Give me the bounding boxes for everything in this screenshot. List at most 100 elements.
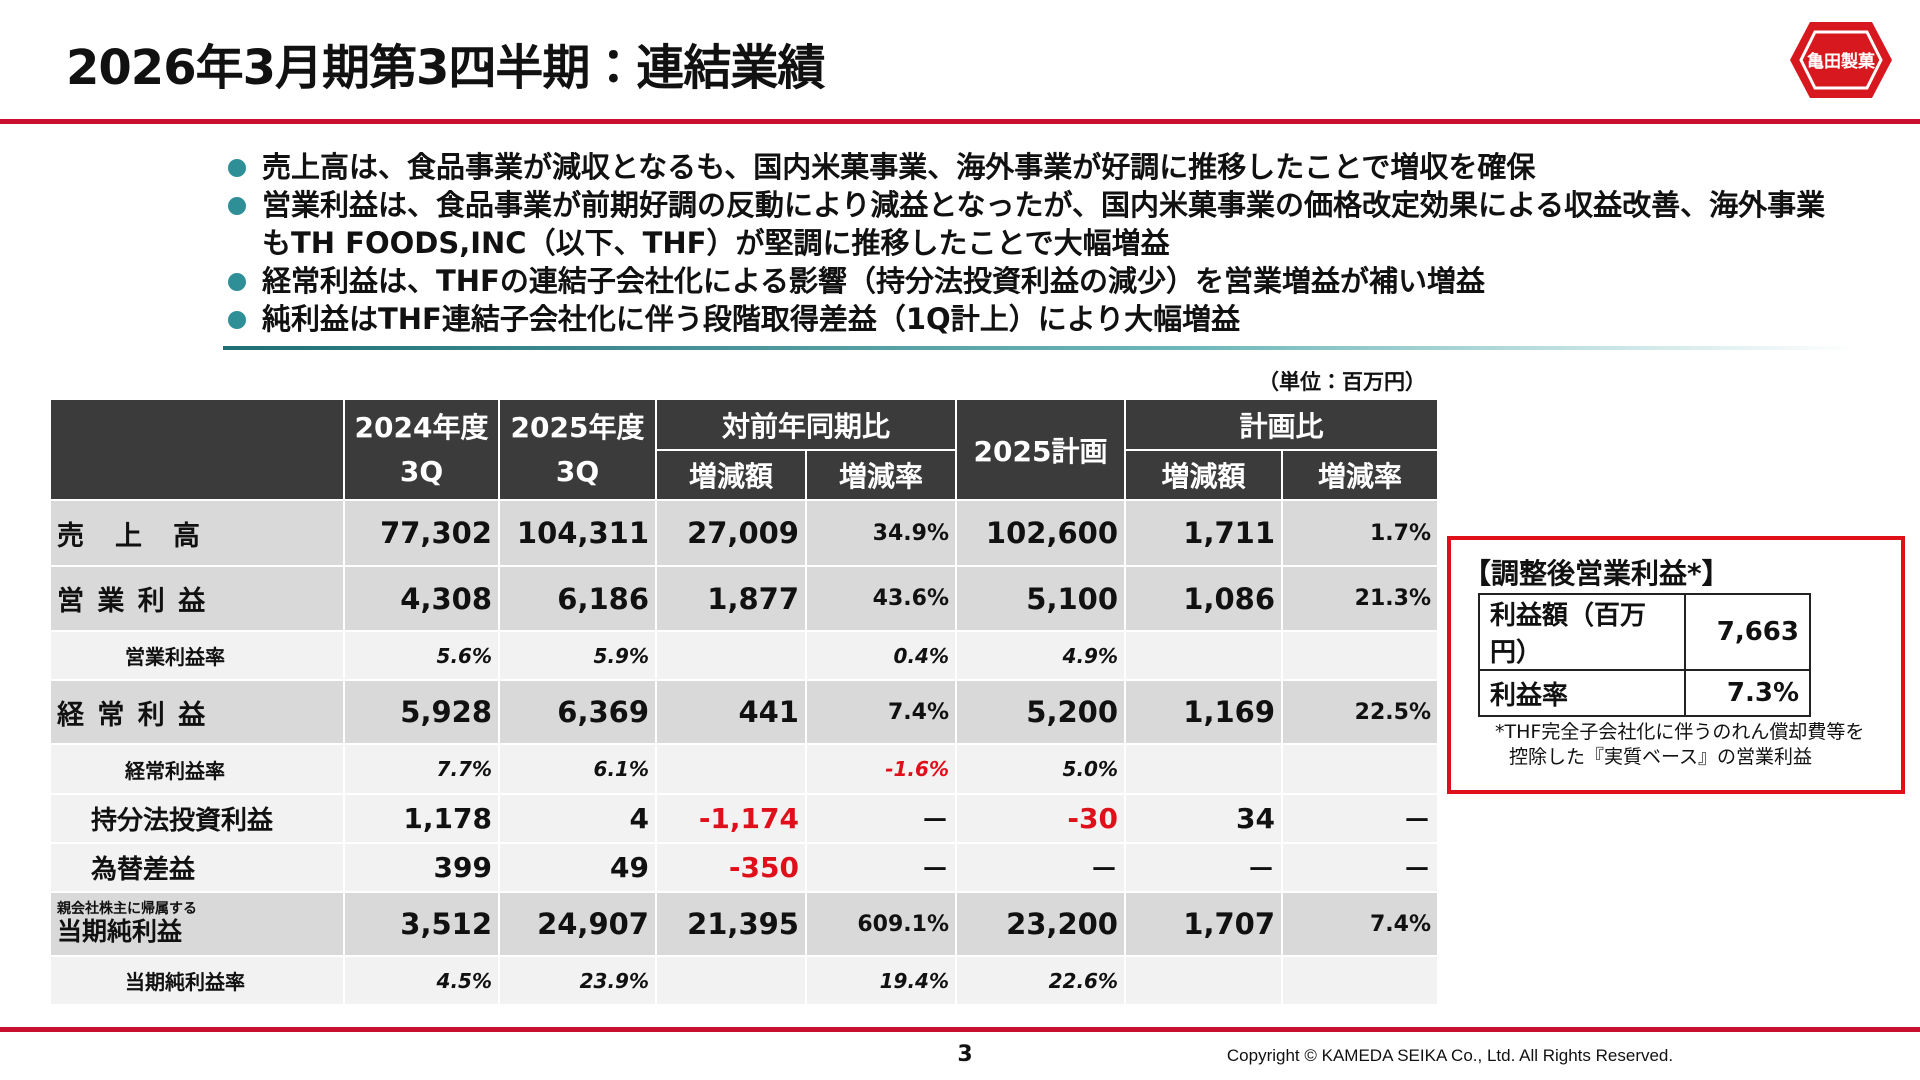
table-row: 当期純利益率 4.5% 23.9% 19.4% 22.6% [49,955,1439,1006]
table-cell [655,743,807,795]
table-cell: 43.6% [805,565,957,632]
table-cell: 6,186 [498,565,657,632]
header-cell: 増減率 [805,449,957,501]
table-cell: － [805,842,957,893]
table-cell: 1.7% [1281,499,1439,567]
table-cell: 5.9% [498,630,657,681]
box-value: 7.3% [1684,669,1811,717]
table-cell: 4,308 [343,565,500,632]
table-row: 経 常 利 益 5,928 6,369 441 7.4% 5,200 1,169 22.5% [49,679,1439,745]
header-cell: 増減額 [1124,449,1283,501]
row-label-note: 親会社株主に帰属する [57,901,197,917]
table-row: 売 上 高 77,302 104,311 27,009 34.9% 102,600 1,71… [49,499,1439,567]
table-row: 親会社株主に帰属する 当期純利益 3,512 24,907 21,395 609.1% 23… [49,891,1439,957]
header-cell: 2025計画 [955,398,1126,501]
row-label: 当期純利益率 [49,955,345,1006]
logo-shape [1790,22,1892,98]
table-cell: 19.4% [805,955,957,1006]
table-cell: 104,311 [498,499,657,567]
table-cell: -1,174 [655,793,807,844]
row-label: 営 業 利 益 [49,565,345,632]
box-label: 利益率 [1478,669,1686,717]
header-cell [49,398,345,501]
table-cell: 0.4% [805,630,957,681]
row-label: 売 上 高 [49,499,345,567]
bullet: 経常利益は、THFの連結子会社化による影響（持分法投資利益の減少）を営業増益が補… [226,262,1826,300]
table-cell: － [1281,793,1439,844]
table-cell [1124,743,1283,795]
logo: 亀田製菓 [1790,22,1892,98]
box-label: 利益額（百万円） [1478,593,1686,671]
table-cell: 7.4% [805,679,957,745]
table-cell: 34 [1124,793,1283,844]
header-cell: 増減額 [655,449,807,501]
adjusted-profit-box: 【調整後営業利益*】 利益額（百万円） 7,663 利益率 7.3% *THF完全子会… [1447,536,1905,794]
bullet: 営業利益は、食品事業が前期好調の反動により減益となったが、国内米菓事業の価格改定… [226,186,1826,262]
row-label: 持分法投資利益 [49,793,345,844]
table-row: 営業利益率 5.6% 5.9% 0.4% 4.9% [49,630,1439,681]
box-value: 7,663 [1684,593,1811,671]
table-cell: 441 [655,679,807,745]
table-cell: 1,707 [1124,891,1283,957]
row-label-text: 営業利益率 [125,645,225,669]
table-cell: 399 [343,842,500,893]
slide-title: 2026年3月期第3四半期：連結業績 [66,40,825,96]
table-row: 持分法投資利益 1,178 4 -1,174 － -30 34 － [49,793,1439,844]
table-cell: － [805,793,957,844]
table-cell [1281,630,1439,681]
table-cell [1124,630,1283,681]
table-cell: 102,600 [955,499,1126,567]
note-line: 控除した『実質ベース』の営業利益 [1509,746,1813,768]
bullet: 売上高は、食品事業が減収となるも、国内米菓事業、海外事業が好調に推移したことで増… [226,148,1826,186]
table-cell [655,955,807,1006]
table-cell: -30 [955,793,1126,844]
row-label-text: 為替差益 [91,855,196,885]
logo-border [1799,30,1883,90]
table-cell [1124,955,1283,1006]
table-cell: 23,200 [955,891,1126,957]
copyright: Copyright © KAMEDA SEIKA Co., Ltd. All R… [1226,1046,1674,1065]
table-cell: 77,302 [343,499,500,567]
header-cell: 対前年同期比 [655,398,957,451]
table-cell [1281,955,1439,1006]
header-text: 2025年度 [510,410,645,444]
table-cell: 1,086 [1124,565,1283,632]
table-cell: 4 [498,793,657,844]
header-text: 3Q [555,454,600,488]
table-cell: 22.5% [1281,679,1439,745]
table-cell: 6,369 [498,679,657,745]
row-label-text: 持分法投資利益 [91,806,274,836]
header-text: 3Q [399,454,444,488]
row-label: 為替差益 [49,842,345,893]
table-cell: 3,512 [343,891,500,957]
table-cell: -1.6% [805,743,957,795]
table-cell: 22.6% [955,955,1126,1006]
table-cell: 7.4% [1281,891,1439,957]
table-cell: － [955,842,1126,893]
row-label: 経常利益率 [49,743,345,795]
table-cell: 49 [498,842,657,893]
table-cell: 5,928 [343,679,500,745]
table-cell: 1,169 [1124,679,1283,745]
box-row: 利益額（百万円） 7,663 [1478,593,1811,671]
box-table: 利益額（百万円） 7,663 利益率 7.3% [1478,593,1811,717]
note-line: *THF完全子会社化に伴うのれん償却費等を [1495,721,1865,743]
table-cell: 1,711 [1124,499,1283,567]
bullet-list: 売上高は、食品事業が減収となるも、国内米菓事業、海外事業が好調に推移したことで増… [226,148,1826,338]
header-row: 2024年度 3Q 2025年度 3Q 対前年同期比 2025計画 計画比 [49,398,1439,501]
table-cell: 6.1% [498,743,657,795]
row-label: 営業利益率 [49,630,345,681]
table-cell: 1,178 [343,793,500,844]
table-cell: 27,009 [655,499,807,567]
divider [223,346,1855,350]
header-text: 2024年度 [354,410,489,444]
box-note: *THF完全子会社化に伴うのれん償却費等を控除した『実質ベース』の営業利益 [1495,720,1864,770]
row-label-text: 営 業 利 益 [57,586,208,617]
table-cell: 5,200 [955,679,1126,745]
table-cell: 5.6% [343,630,500,681]
logo-text: 亀田製菓 [1807,51,1876,72]
table-cell: 4.5% [343,955,500,1006]
